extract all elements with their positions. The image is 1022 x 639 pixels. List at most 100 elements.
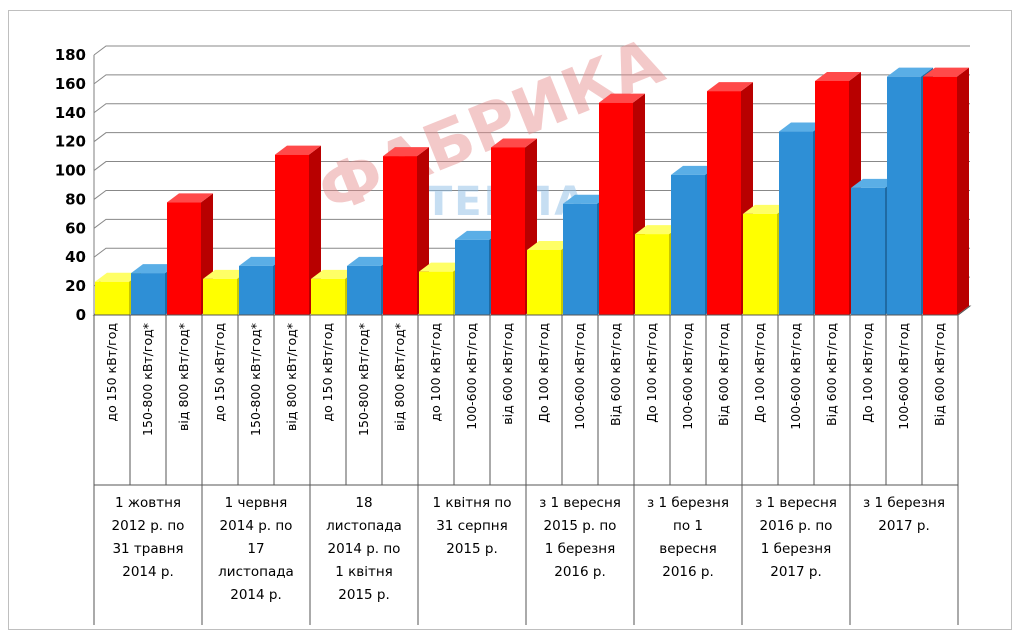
bar-top	[383, 147, 429, 157]
x-tick-label: 100-600 кВт/год	[464, 323, 479, 430]
bar-top	[851, 178, 897, 188]
y-tick-label: 80	[65, 190, 86, 208]
bar	[923, 67, 969, 316]
bar-top	[887, 67, 933, 77]
bar-front	[563, 203, 597, 315]
y-axis-ticks: 0 20 40 60 80 100 120 140 160 180	[55, 46, 86, 324]
grid-line	[93, 74, 970, 85]
bar-front	[887, 76, 921, 316]
bar-side	[957, 67, 969, 316]
x-tick-label: До 100 кВт/год	[752, 323, 767, 423]
bar-front	[239, 265, 273, 315]
bar-top	[167, 193, 213, 203]
bar-top	[311, 269, 357, 279]
bar-front	[923, 76, 957, 316]
bar-front	[311, 278, 345, 315]
bar-front	[275, 154, 309, 315]
bar-top	[743, 204, 789, 214]
bar-front	[707, 91, 741, 315]
period-group-label: 1 жовтня 2012 р. по 31 травня 2014 р.	[112, 495, 185, 580]
y-tick-label: 100	[55, 162, 86, 180]
bar-top	[455, 230, 501, 240]
y-tick-label: 160	[55, 75, 86, 93]
bar-top	[131, 264, 177, 274]
x-tick-label: до 150 кВт/год	[104, 323, 119, 422]
bar-top	[239, 256, 285, 266]
bar-top	[491, 138, 537, 148]
bar-front	[743, 213, 777, 315]
bar-top	[671, 165, 717, 175]
bar-front	[95, 281, 129, 315]
bar-front	[779, 131, 813, 315]
x-tick-label: 100-600 кВт/год	[572, 323, 587, 430]
x-tick-label: 150-800 кВт/год*	[356, 323, 371, 436]
y-tick-label: 140	[55, 104, 86, 122]
bar-front	[851, 187, 885, 315]
bar-top	[95, 272, 141, 282]
bar-front	[455, 239, 489, 315]
bar-top	[779, 122, 825, 132]
bar-top	[707, 82, 753, 92]
bar	[275, 145, 321, 315]
bar-front	[131, 273, 165, 315]
x-tick-label: до 150 кВт/год	[212, 323, 227, 422]
x-tick-label: До 100 кВт/год	[644, 323, 659, 423]
bar-front	[383, 156, 417, 315]
period-group-label: 1 червня 2014 р. по 17 листопада 2014 р.	[218, 495, 294, 603]
x-tick-label: від 800 кВт/год*	[284, 323, 299, 431]
bar	[167, 193, 213, 315]
grid-line	[93, 45, 970, 56]
bar-front	[203, 278, 237, 315]
x-tick-label: 100-600 кВт/год	[788, 323, 803, 430]
bar-front	[599, 102, 633, 316]
x-tick-label: 100-600 кВт/год	[896, 323, 911, 430]
bar-front	[347, 265, 381, 315]
y-tick-label: 20	[65, 277, 86, 295]
period-group-label: 18 листопада 2014 р. по 1 квітня 2015 р.	[326, 495, 402, 603]
bar-side	[309, 145, 321, 315]
bar-top	[527, 241, 573, 250]
y-tick-label: 120	[55, 133, 86, 151]
bar-top	[599, 93, 645, 103]
bar-top	[275, 145, 321, 155]
x-tick-label: до 150 кВт/год	[320, 323, 335, 422]
x-tick-label: від 600 кВт/год	[500, 323, 515, 425]
grid-line	[93, 103, 970, 114]
x-tick-label: Від 600 кВт/год	[824, 323, 839, 426]
bar-front	[671, 174, 705, 315]
period-group-label: 1 квітня по 31 серпня 2015 р.	[433, 495, 512, 557]
bar-top	[815, 72, 861, 81]
y-tick-label: 0	[76, 306, 86, 324]
bar-front	[419, 271, 453, 315]
period-group-label: з 1 вересня 2015 р. по 1 березня 2016 р.	[539, 495, 621, 580]
x-tick-label: Від 600 кВт/год	[716, 323, 731, 426]
x-tick-label: Від 600 кВт/год	[932, 323, 947, 426]
bar-front	[491, 147, 525, 315]
category-table: до 150 кВт/год 150-800 кВт/год* від 800 кВ…	[93, 305, 971, 625]
bar-front	[527, 250, 561, 315]
bar-series	[95, 67, 969, 316]
bar-front	[167, 202, 201, 315]
x-tick-label: 100-600 кВт/год	[680, 323, 695, 430]
bar-top	[923, 67, 969, 77]
bar-top	[347, 256, 393, 266]
x-tick-label: 150-800 кВт/год*	[248, 323, 263, 436]
bar-front	[815, 81, 849, 315]
bar-top	[203, 269, 249, 279]
bar-top	[563, 194, 609, 204]
x-axis-depth-line	[957, 305, 971, 316]
y-tick-label: 60	[65, 219, 86, 237]
chart-frame	[8, 10, 1012, 630]
bar-top	[635, 225, 681, 235]
period-group-label: з 1 вересня 2016 р. по 1 березня 2017 р.	[755, 495, 837, 580]
bar-front	[635, 234, 669, 315]
y-tick-label: 180	[55, 46, 86, 64]
x-tick-label: від 800 кВт/год*	[392, 323, 407, 431]
grid-line	[93, 161, 970, 171]
bar-top	[419, 262, 465, 272]
period-group-label: з 1 березня 2017 р.	[863, 495, 945, 534]
x-tick-label: Від 600 кВт/год	[608, 323, 623, 426]
x-tick-label: До 100 кВт/год	[860, 323, 875, 423]
